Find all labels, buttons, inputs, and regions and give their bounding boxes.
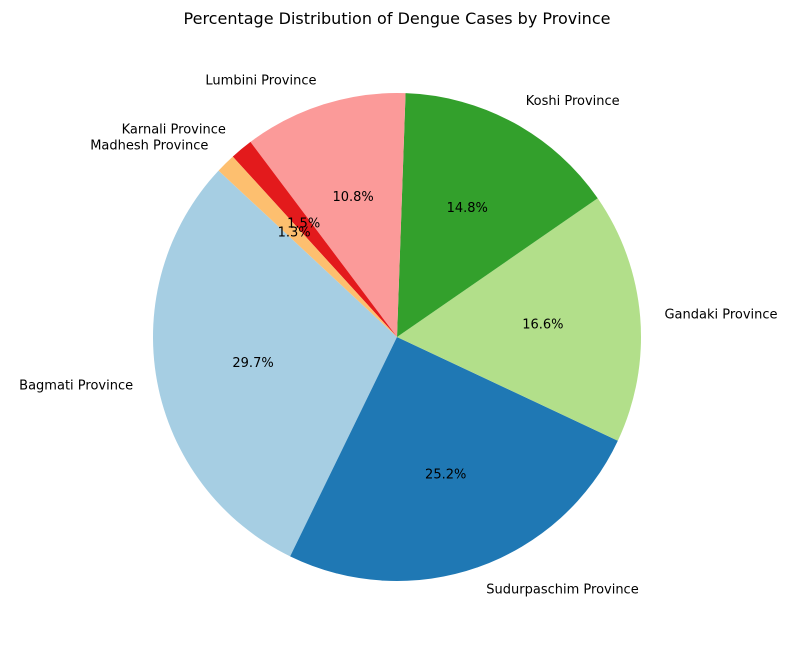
slice-label: Gandaki Province: [664, 307, 777, 322]
slice-label: Koshi Province: [526, 94, 620, 109]
pie-slice-karnali-province: [232, 141, 397, 337]
slice-label: Lumbini Province: [205, 73, 316, 88]
pie-slice-gandaki-province: [397, 198, 641, 441]
pie-slices: [153, 93, 641, 581]
slice-percent-label: 1.3%: [278, 225, 311, 240]
chart-title: Percentage Distribution of Dengue Cases …: [184, 9, 611, 28]
pie-slice-koshi-province: [397, 93, 598, 337]
slice-percent-label: 16.6%: [522, 317, 563, 332]
slice-percent-label: 25.2%: [425, 468, 466, 483]
slice-percent-label: 14.8%: [447, 201, 488, 216]
slice-label: Bagmati Province: [19, 378, 133, 393]
slice-percent-label: 10.8%: [332, 190, 373, 205]
pie-slice-sudurpaschim-province: [290, 337, 618, 581]
slice-percent-label: 29.7%: [232, 356, 273, 371]
slice-label: Madhesh Province: [90, 139, 208, 154]
pie-slice-madhesh-province: [218, 156, 397, 337]
pie-slice-lumbini-province: [250, 93, 406, 337]
slice-label: Sudurpaschim Province: [486, 583, 638, 598]
pie-slice-bagmati-province: [153, 170, 397, 557]
pie-labels: Bagmati Province 29.7% Sudurpaschim Provin…: [19, 73, 777, 597]
slice-percent-label: 1.5%: [287, 217, 320, 232]
slice-label: Karnali Province: [122, 123, 226, 138]
